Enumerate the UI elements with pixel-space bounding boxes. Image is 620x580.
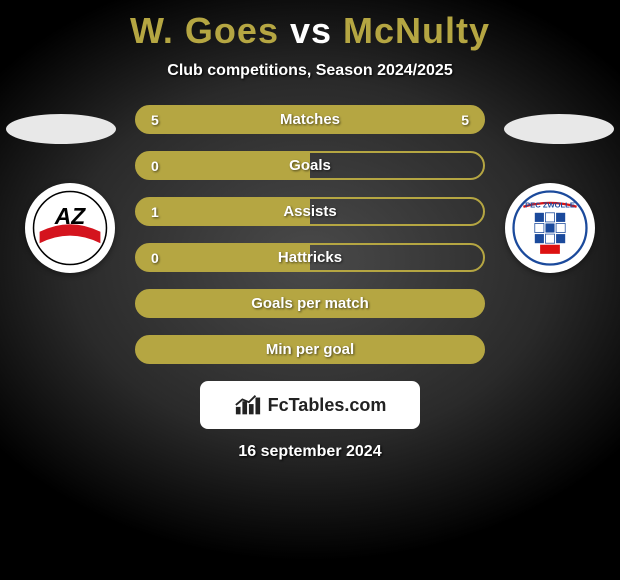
stat-left-value: 1 <box>151 204 159 220</box>
az-logo-icon: AZ <box>32 190 108 266</box>
stat-row-min-per-goal: Min per goal <box>135 335 485 364</box>
fctables-badge: FcTables.com <box>200 381 420 429</box>
svg-text:PEC ZWOLLE: PEC ZWOLLE <box>525 200 575 209</box>
vs-text: vs <box>290 10 332 51</box>
stat-left-value: 0 <box>151 158 159 174</box>
stat-label: Hattricks <box>278 249 342 266</box>
stat-label: Matches <box>280 111 340 128</box>
fctables-text: FcTables.com <box>268 395 387 416</box>
stat-row-matches: 5 Matches 5 <box>135 105 485 134</box>
date-text: 16 september 2024 <box>0 443 620 461</box>
left-ellipse <box>6 114 116 144</box>
comparison-title: W. Goes vs McNulty <box>0 0 620 52</box>
stat-label: Min per goal <box>266 341 354 358</box>
stat-row-assists: 1 Assists <box>135 197 485 226</box>
stat-label: Goals per match <box>251 295 369 312</box>
stat-row-hattricks: 0 Hattricks <box>135 243 485 272</box>
stat-label: Assists <box>283 203 336 220</box>
bar-chart-icon <box>234 393 262 417</box>
stat-left-value: 0 <box>151 250 159 266</box>
subtitle: Club competitions, Season 2024/2025 <box>0 62 620 80</box>
stat-rows: 5 Matches 5 0 Goals 1 Assists 0 Hattrick… <box>135 105 485 364</box>
club-badge-right: PEC ZWOLLE <box>505 183 595 273</box>
player2-name: McNulty <box>343 10 490 51</box>
stat-right-value: 5 <box>461 112 469 128</box>
club-badge-left: AZ <box>25 183 115 273</box>
right-ellipse <box>504 114 614 144</box>
comparison-content: AZ PEC ZWOLLE 5 Matches 5 0 Goals <box>0 105 620 461</box>
player1-name: W. Goes <box>130 10 279 51</box>
stat-row-goals-per-match: Goals per match <box>135 289 485 318</box>
svg-text:AZ: AZ <box>54 203 86 229</box>
stat-label: Goals <box>289 157 331 174</box>
stat-left-value: 5 <box>151 112 159 128</box>
stat-row-goals: 0 Goals <box>135 151 485 180</box>
pec-zwolle-logo-icon: PEC ZWOLLE <box>512 190 588 266</box>
